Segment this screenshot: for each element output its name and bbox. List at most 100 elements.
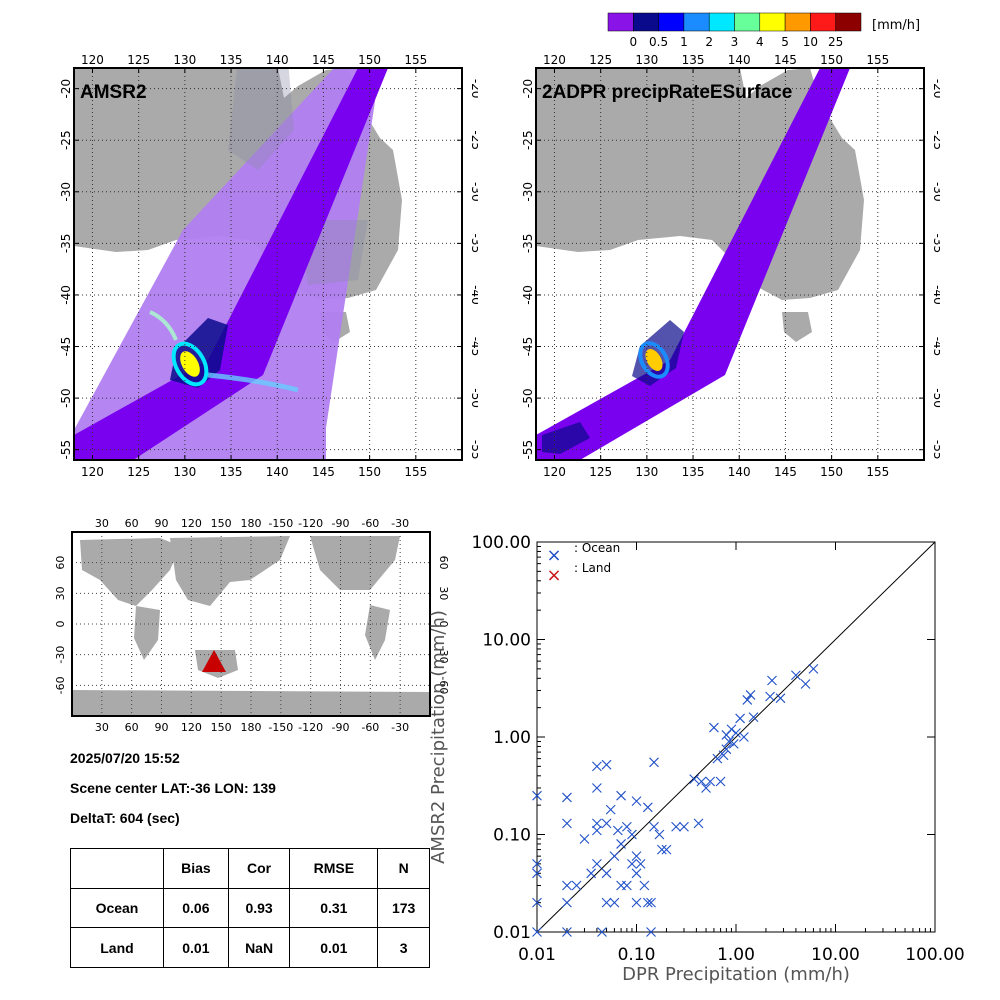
lat-tick-label-right: -50 xyxy=(931,388,940,408)
colorbar-swatch xyxy=(784,12,811,32)
table-cell: 0.31 xyxy=(289,887,379,929)
lon-tick-label-bottom: 150 xyxy=(820,465,843,479)
lat-tick-label-right: -20 xyxy=(931,79,940,99)
table-cell: Land xyxy=(70,927,164,968)
lon-tick-label-top: 150 xyxy=(358,53,381,67)
x-tick-label: 1.00 xyxy=(717,945,755,965)
world-lon-label-top: 150 xyxy=(211,517,232,530)
world-lon-label-top: 90 xyxy=(155,517,169,530)
colorbar-swatch xyxy=(810,12,836,32)
lon-tick-label-bottom: 135 xyxy=(220,465,243,479)
lon-tick-label-bottom: 120 xyxy=(81,465,104,479)
data-point xyxy=(605,804,616,815)
data-point xyxy=(612,825,623,836)
data-point xyxy=(621,880,632,891)
dpr-map-title: 2ADPR precipRateESurface xyxy=(542,82,793,103)
data-point xyxy=(631,796,642,807)
dpr-rain-core xyxy=(645,349,663,371)
legend: × : Ocean × : Land xyxy=(546,541,620,586)
colorbar-label: 3 xyxy=(731,35,739,49)
data-point xyxy=(649,757,659,768)
lon-tick-label-top: 130 xyxy=(173,53,196,67)
lat-tick-label-right: -50 xyxy=(469,388,478,408)
lon-tick-label-bottom: 145 xyxy=(312,465,335,479)
world-lat-label-left: 60 xyxy=(54,556,67,570)
lon-tick-label-top: 125 xyxy=(127,53,150,67)
lat-tick-label-right: -20 xyxy=(469,79,478,99)
world-lon-label-bottom: 180 xyxy=(241,721,262,734)
lat-tick-label-left: -45 xyxy=(59,337,73,357)
table-cell: 0.01 xyxy=(289,927,379,968)
data-point xyxy=(775,693,786,704)
table-cell: NaN xyxy=(227,927,291,968)
lat-tick-label-left: -55 xyxy=(521,440,535,460)
lon-tick-label-top: 150 xyxy=(820,53,843,67)
data-point xyxy=(562,897,572,908)
legend-label-ocean: : Ocean xyxy=(574,541,620,555)
lon-tick-label-top: 135 xyxy=(220,53,243,67)
table-cell: Ocean xyxy=(70,887,164,929)
table-header-cell xyxy=(70,848,164,889)
x-axis-label: DPR Precipitation (mm/h) xyxy=(622,964,850,985)
lon-tick-label-top: 145 xyxy=(312,53,335,67)
world-locator-map: 30 30 60 60 90 90 120 120 150 150 180 180 -150 -150 -1… xyxy=(54,517,450,734)
data-point xyxy=(800,679,811,689)
one-to-one-line xyxy=(536,541,936,933)
lon-tick-label-bottom: 140 xyxy=(266,465,289,479)
world-lon-label-top: 60 xyxy=(125,517,139,530)
lon-tick-label-bottom: 145 xyxy=(774,465,797,479)
colorbar-label: 10 xyxy=(803,35,818,49)
data-point xyxy=(735,713,746,724)
datetime-text: 2025/07/20 15:52 xyxy=(70,750,180,766)
delta-time-text: DeltaT: 604 (sec) xyxy=(70,810,180,826)
world-lat-label-right: 30 xyxy=(437,586,450,600)
dpr-blue-specks xyxy=(542,422,590,454)
data-point xyxy=(621,821,632,832)
lon-tick-label-top: 120 xyxy=(543,53,566,67)
scene-center-text: Scene center LAT:-36 LON: 139 xyxy=(70,780,276,796)
data-point xyxy=(631,868,642,879)
world-lon-label-bottom: 150 xyxy=(211,721,232,734)
x-tick-label: 10.00 xyxy=(811,945,860,965)
data-point xyxy=(592,818,602,829)
amsr2-swath xyxy=(74,68,380,460)
data-point xyxy=(709,722,719,733)
data-point xyxy=(532,868,542,879)
amsr2-cyan-arc xyxy=(207,372,299,393)
world-lon-label-bottom: 60 xyxy=(125,721,139,734)
lat-tick-label-left: -30 xyxy=(59,182,73,202)
legend-marker-land: × xyxy=(546,565,561,586)
data-point xyxy=(767,675,777,686)
lon-tick-label-top: 140 xyxy=(728,53,751,67)
lon-tick-label-top: 155 xyxy=(404,53,427,67)
data-point xyxy=(562,880,572,891)
amsr2-rain-ring xyxy=(171,341,209,387)
lat-tick-label-left: -50 xyxy=(521,388,535,408)
world-lat-label-right: 60 xyxy=(437,556,450,570)
table-cell: 3 xyxy=(377,927,430,968)
lat-tick-label-right: -40 xyxy=(931,285,940,305)
amsr2-map: 120 120 125 125 130 130 135 135 140 140 145 145 150 1… xyxy=(59,53,483,479)
colorbar-swatch xyxy=(759,12,786,32)
table-cell: 0.01 xyxy=(162,927,229,968)
data-point xyxy=(748,712,759,722)
legend-label-land: : Land xyxy=(574,561,611,575)
data-point xyxy=(627,829,637,840)
data-point xyxy=(705,776,716,787)
colorbar-unit: [mm/h] xyxy=(872,18,920,33)
lon-tick-label-bottom: 120 xyxy=(543,465,566,479)
colorbar-swatch xyxy=(658,12,685,32)
data-point xyxy=(631,897,642,908)
world-lon-label-bottom: -90 xyxy=(332,721,350,734)
lat-tick-label-left: -25 xyxy=(59,130,73,150)
x-tick-label: 0.10 xyxy=(618,945,656,965)
data-point xyxy=(765,691,775,702)
data-point xyxy=(562,927,572,937)
data-point xyxy=(592,761,602,772)
world-lat-label-left: 30 xyxy=(54,586,67,600)
data-point xyxy=(616,839,626,849)
data-point xyxy=(609,851,620,862)
scene-location-marker xyxy=(202,650,226,672)
data-point xyxy=(671,821,681,832)
data-point xyxy=(586,868,597,879)
